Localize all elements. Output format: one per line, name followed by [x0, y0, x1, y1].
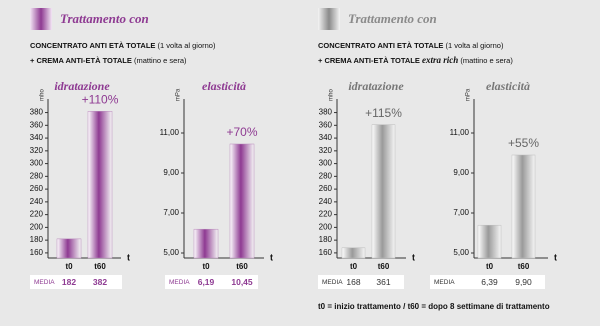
header: Trattamento con	[60, 11, 149, 26]
y-tick-label: 160	[30, 248, 44, 257]
y-tick-label: 300	[30, 159, 44, 168]
y-tick-label: 300	[319, 159, 333, 168]
y-axis-label: mho	[329, 89, 335, 101]
media-box	[165, 275, 258, 289]
y-tick-label: 240	[30, 197, 44, 206]
y-tick-label: 11,00	[450, 128, 470, 137]
annotation: +110%	[82, 92, 119, 106]
y-tick-label: 240	[319, 197, 333, 206]
chart-title: idratazione	[54, 79, 110, 93]
y-tick-label: 5,00	[453, 248, 469, 257]
media-label: MEDIA	[34, 279, 55, 286]
y-tick-label: 320	[30, 146, 44, 155]
y-tick-label: 220	[319, 210, 333, 219]
subtitle: + CREMA ANTI-ETÀ TOTALE extra rich (matt…	[318, 55, 513, 65]
media-box	[430, 275, 545, 289]
bar	[511, 154, 536, 259]
media-value: 6,19	[198, 277, 215, 287]
x-axis-label: t	[554, 252, 557, 262]
x-tick-label: t0	[350, 262, 358, 271]
y-axis-label: mPa	[176, 88, 182, 101]
media-value: 6,39	[481, 277, 498, 287]
bar	[341, 247, 366, 259]
y-tick-label: 200	[319, 222, 333, 231]
legend-swatch	[30, 8, 52, 30]
y-tick-label: 11,00	[160, 128, 180, 137]
media-value: 182	[62, 277, 76, 287]
y-tick-label: 360	[30, 120, 44, 129]
chart: elasticità mPa 5,00 7,00 9,00 11,00 t MEDIA t0 6,…	[430, 79, 557, 289]
media-value: 10,45	[231, 277, 253, 287]
chart-title: elasticità	[486, 79, 530, 93]
x-axis-label: t	[412, 252, 415, 262]
bar	[371, 124, 396, 259]
footnote: t0 = inizio trattamento / t60 = dopo 8 s…	[318, 302, 550, 311]
legend-swatch	[318, 8, 340, 30]
subtitle: CONCENTRATO ANTI ETÀ TOTALE (1 volta al …	[30, 41, 216, 50]
y-tick-label: 260	[30, 184, 44, 193]
chart-title: idratazione	[348, 79, 404, 93]
y-tick-label: 9,00	[453, 168, 469, 177]
bar	[229, 143, 255, 259]
x-tick-label: t60	[94, 262, 106, 271]
y-tick-label: 340	[319, 133, 333, 142]
x-tick-label: t60	[378, 262, 390, 271]
bar	[477, 224, 502, 259]
y-tick-label: 380	[319, 108, 333, 117]
y-axis-label: mPa	[466, 88, 472, 101]
x-tick-label: t60	[236, 262, 248, 271]
y-tick-label: 160	[319, 248, 333, 257]
y-tick-label: 200	[30, 222, 44, 231]
media-value: 382	[93, 277, 107, 287]
y-tick-label: 180	[30, 235, 44, 244]
y-tick-label: 280	[30, 171, 44, 180]
annotation: +55%	[508, 136, 539, 150]
y-tick-label: 380	[30, 108, 44, 117]
y-tick-label: 280	[319, 171, 333, 180]
chart: idratazione mho 160 180 200 220 240 260 280 300 32…	[30, 79, 130, 289]
subtitle: + CREMA ANTI-ETÀ TOTALE (mattino e sera)	[30, 56, 187, 65]
media-value: 361	[376, 277, 390, 287]
y-tick-label: 360	[319, 120, 333, 129]
chart: elasticità mPa 5,00 7,00 9,00 11,00 t MEDIA t0 6,…	[160, 79, 273, 289]
y-tick-label: 260	[319, 184, 333, 193]
y-axis-label: mho	[40, 89, 46, 101]
y-tick-label: 180	[319, 235, 333, 244]
y-tick-label: 9,00	[163, 168, 179, 177]
x-tick-label: t0	[65, 262, 73, 271]
x-tick-label: t0	[202, 262, 210, 271]
y-tick-label: 7,00	[163, 208, 179, 217]
chart: idratazione mho 160 180 200 220 240 260 280 300 32…	[318, 79, 415, 289]
media-value: 168	[346, 277, 360, 287]
x-axis-label: t	[127, 252, 130, 262]
x-axis-label: t	[270, 252, 273, 262]
media-label: MEDIA	[169, 279, 190, 286]
panel-header: Trattamento con CONCENTRATO ANTI ETÀ TOT…	[318, 8, 513, 65]
x-tick-label: t0	[486, 262, 494, 271]
bar	[193, 228, 219, 259]
chart-title: elasticità	[202, 79, 246, 93]
y-tick-label: 340	[30, 133, 44, 142]
media-box	[318, 275, 404, 289]
media-label: MEDIA	[322, 279, 343, 286]
y-tick-label: 220	[30, 210, 44, 219]
y-tick-label: 320	[319, 146, 333, 155]
x-tick-label: t60	[518, 262, 530, 271]
annotation: +115%	[365, 106, 402, 120]
bar	[56, 238, 82, 259]
media-box	[30, 275, 122, 289]
y-tick-label: 5,00	[163, 248, 179, 257]
media-value: 9,90	[515, 277, 532, 287]
media-label: MEDIA	[434, 279, 455, 286]
subtitle: CONCENTRATO ANTI ETÀ TOTALE (1 volta al …	[318, 41, 504, 50]
bar	[87, 111, 113, 259]
panel-header: Trattamento con CONCENTRATO ANTI ETÀ TOT…	[30, 8, 216, 65]
y-tick-label: 7,00	[453, 208, 469, 217]
header: Trattamento con	[348, 11, 437, 26]
annotation: +70%	[226, 125, 257, 139]
